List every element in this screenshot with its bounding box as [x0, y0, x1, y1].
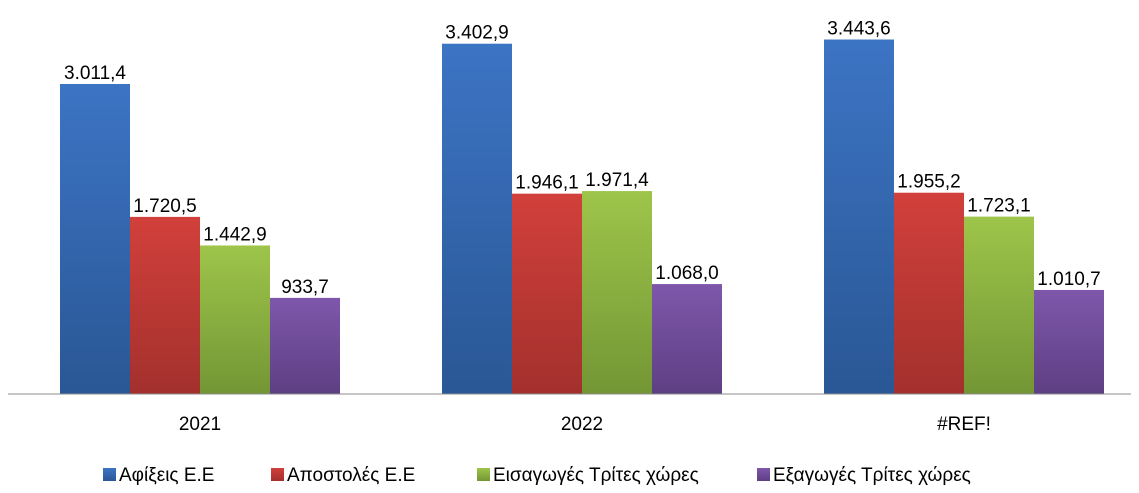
legend-swatch-3	[477, 468, 490, 481]
x-axis-ticks: 2021 2022 #REF!	[179, 414, 991, 435]
bar-4-3	[1034, 289, 1104, 394]
data-label-2-2: 1.946,1	[515, 173, 578, 194]
data-labels-layer: 3.011,4 1.720,5 1.442,9 933,7 3.402,9 1.946,1…	[64, 19, 1101, 298]
legend-label-4: Εξαγωγές Τρίτες χώρες	[773, 465, 971, 486]
data-label-2-1: 1.720,5	[133, 196, 196, 217]
bar-1-1	[60, 84, 130, 395]
legend-label-3: Εισαγωγές Τρίτες χώρες	[493, 465, 699, 486]
legend-label-2: Αποστολές Ε.Ε	[287, 465, 415, 486]
data-label-1-3: 3.443,6	[827, 19, 890, 40]
bar-2-2	[512, 193, 582, 394]
legend-label-1: Αφίξεις Ε.Ε	[119, 465, 214, 486]
data-label-3-2: 1.971,4	[585, 170, 649, 191]
x-tick-label-2: 2022	[561, 414, 603, 435]
x-tick-label-3: #REF!	[937, 414, 991, 435]
x-tick-label-1: 2021	[179, 414, 221, 435]
bar-3-1	[200, 245, 270, 394]
data-label-4-3: 1.010,7	[1037, 269, 1100, 290]
bar-1-3	[824, 39, 894, 395]
data-label-3-1: 1.442,9	[203, 224, 266, 245]
data-label-1-2: 3.402,9	[445, 23, 508, 44]
legend: Αφίξεις Ε.Ε Αποστολές Ε.Ε Εισαγωγές Τρίτες…	[103, 465, 971, 486]
bar-4-1	[270, 297, 340, 394]
bar-4-2	[652, 284, 722, 394]
data-label-1-1: 3.011,4	[64, 63, 126, 84]
legend-swatch-2	[271, 468, 284, 481]
bar-2-1	[130, 216, 200, 394]
data-label-2-3: 1.955,2	[897, 172, 960, 193]
bar-1-2	[442, 43, 512, 394]
bars-layer	[60, 39, 1104, 395]
data-label-4-2: 1.068,0	[655, 263, 718, 284]
bar-3-3	[964, 216, 1034, 394]
legend-swatch-1	[103, 468, 116, 481]
legend-swatch-4	[757, 468, 770, 481]
data-label-4-1: 933,7	[281, 277, 329, 298]
data-label-3-3: 1.723,1	[967, 196, 1030, 217]
bar-3-2	[582, 191, 652, 394]
bar-2-3	[894, 192, 964, 394]
